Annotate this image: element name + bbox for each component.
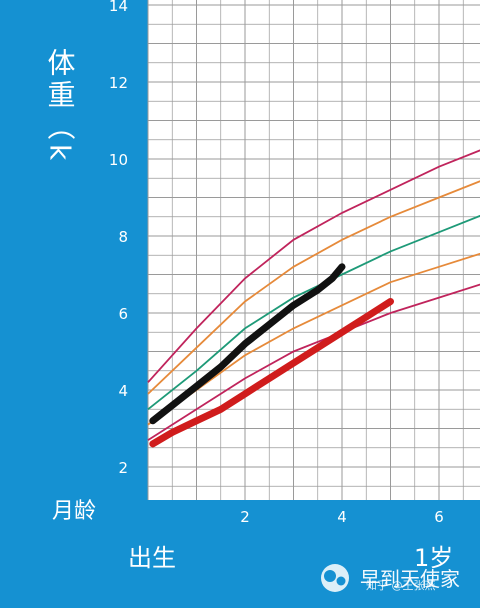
reference-curve-3 — [147, 214, 480, 411]
y-tick-label: 4 — [118, 382, 128, 400]
birth-label: 出生 — [128, 544, 176, 572]
y-axis-title: 体重（k — [44, 48, 77, 165]
plot-area — [148, 0, 480, 500]
reference-curve-4 — [147, 252, 480, 426]
x-axis-title: 月龄 — [52, 499, 96, 524]
wechat-icon-bubble — [324, 570, 336, 582]
y-tick-label: 14 — [109, 0, 128, 15]
one-year-label: 1岁 — [414, 544, 453, 572]
y-tick-label: 10 — [109, 151, 128, 169]
wechat-icon-bubble-small — [336, 576, 346, 586]
y-tick-label: 2 — [118, 459, 128, 477]
reference-curve-5 — [147, 283, 480, 441]
x-tick-label: 2 — [240, 508, 250, 526]
data-series — [149, 263, 394, 448]
growth-series-1 — [149, 263, 346, 425]
y-tick-label: 6 — [118, 305, 128, 323]
watermark-source: 知乎 @王张燕 — [366, 578, 436, 592]
reference-curves — [147, 149, 480, 441]
x-tick-label: 4 — [337, 508, 347, 526]
growth-series-2 — [149, 298, 394, 448]
watermark-account: 早到天使家 — [360, 567, 460, 591]
reference-curve-1 — [147, 149, 480, 383]
watermark: 早到天使家 知乎 @王张燕 — [321, 564, 460, 592]
axis-ticks: 2468101214246810 — [109, 0, 444, 526]
y-tick-label: 12 — [109, 74, 128, 92]
x-tick-label: 6 — [434, 508, 444, 526]
y-tick-label: 8 — [118, 228, 128, 246]
reference-curve-2 — [147, 180, 480, 395]
